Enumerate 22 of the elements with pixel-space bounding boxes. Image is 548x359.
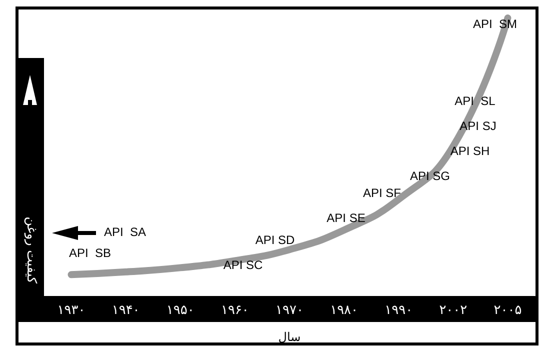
x-tick-label: ۱۹۴۰ [112, 303, 140, 318]
annotation: API SJ [460, 119, 496, 133]
x-tick-label: ۱۹۶۰ [220, 303, 249, 318]
x-tick-label: ۱۹۳۰ [57, 303, 86, 318]
x-tick-label: ۲۰۰۵ [494, 303, 522, 318]
x-axis-title: سال [278, 330, 301, 344]
annotation: API SM [472, 17, 518, 31]
annotation: API SB [68, 246, 112, 260]
annotation: API SC [223, 258, 263, 272]
annotation: API SE [326, 211, 366, 225]
y-axis-title: کیفیت روغن [24, 216, 38, 284]
x-tick-label: ۱۹۵۰ [166, 303, 194, 318]
annotation: API SA [104, 225, 146, 239]
annotation: API SG [410, 169, 450, 183]
annotation: API SH [450, 144, 490, 158]
annotation: API SF [362, 186, 402, 200]
x-tick-label: ۱۹۸۰ [330, 303, 358, 318]
annotation: API SD [255, 233, 295, 247]
x-tick-label: ۲۰۰۲ [439, 303, 468, 318]
x-tick-label: ۱۹۹۰ [384, 303, 413, 318]
x-tick-label: ۱۹۷۰ [276, 303, 304, 318]
annotation: API SL [454, 94, 496, 108]
